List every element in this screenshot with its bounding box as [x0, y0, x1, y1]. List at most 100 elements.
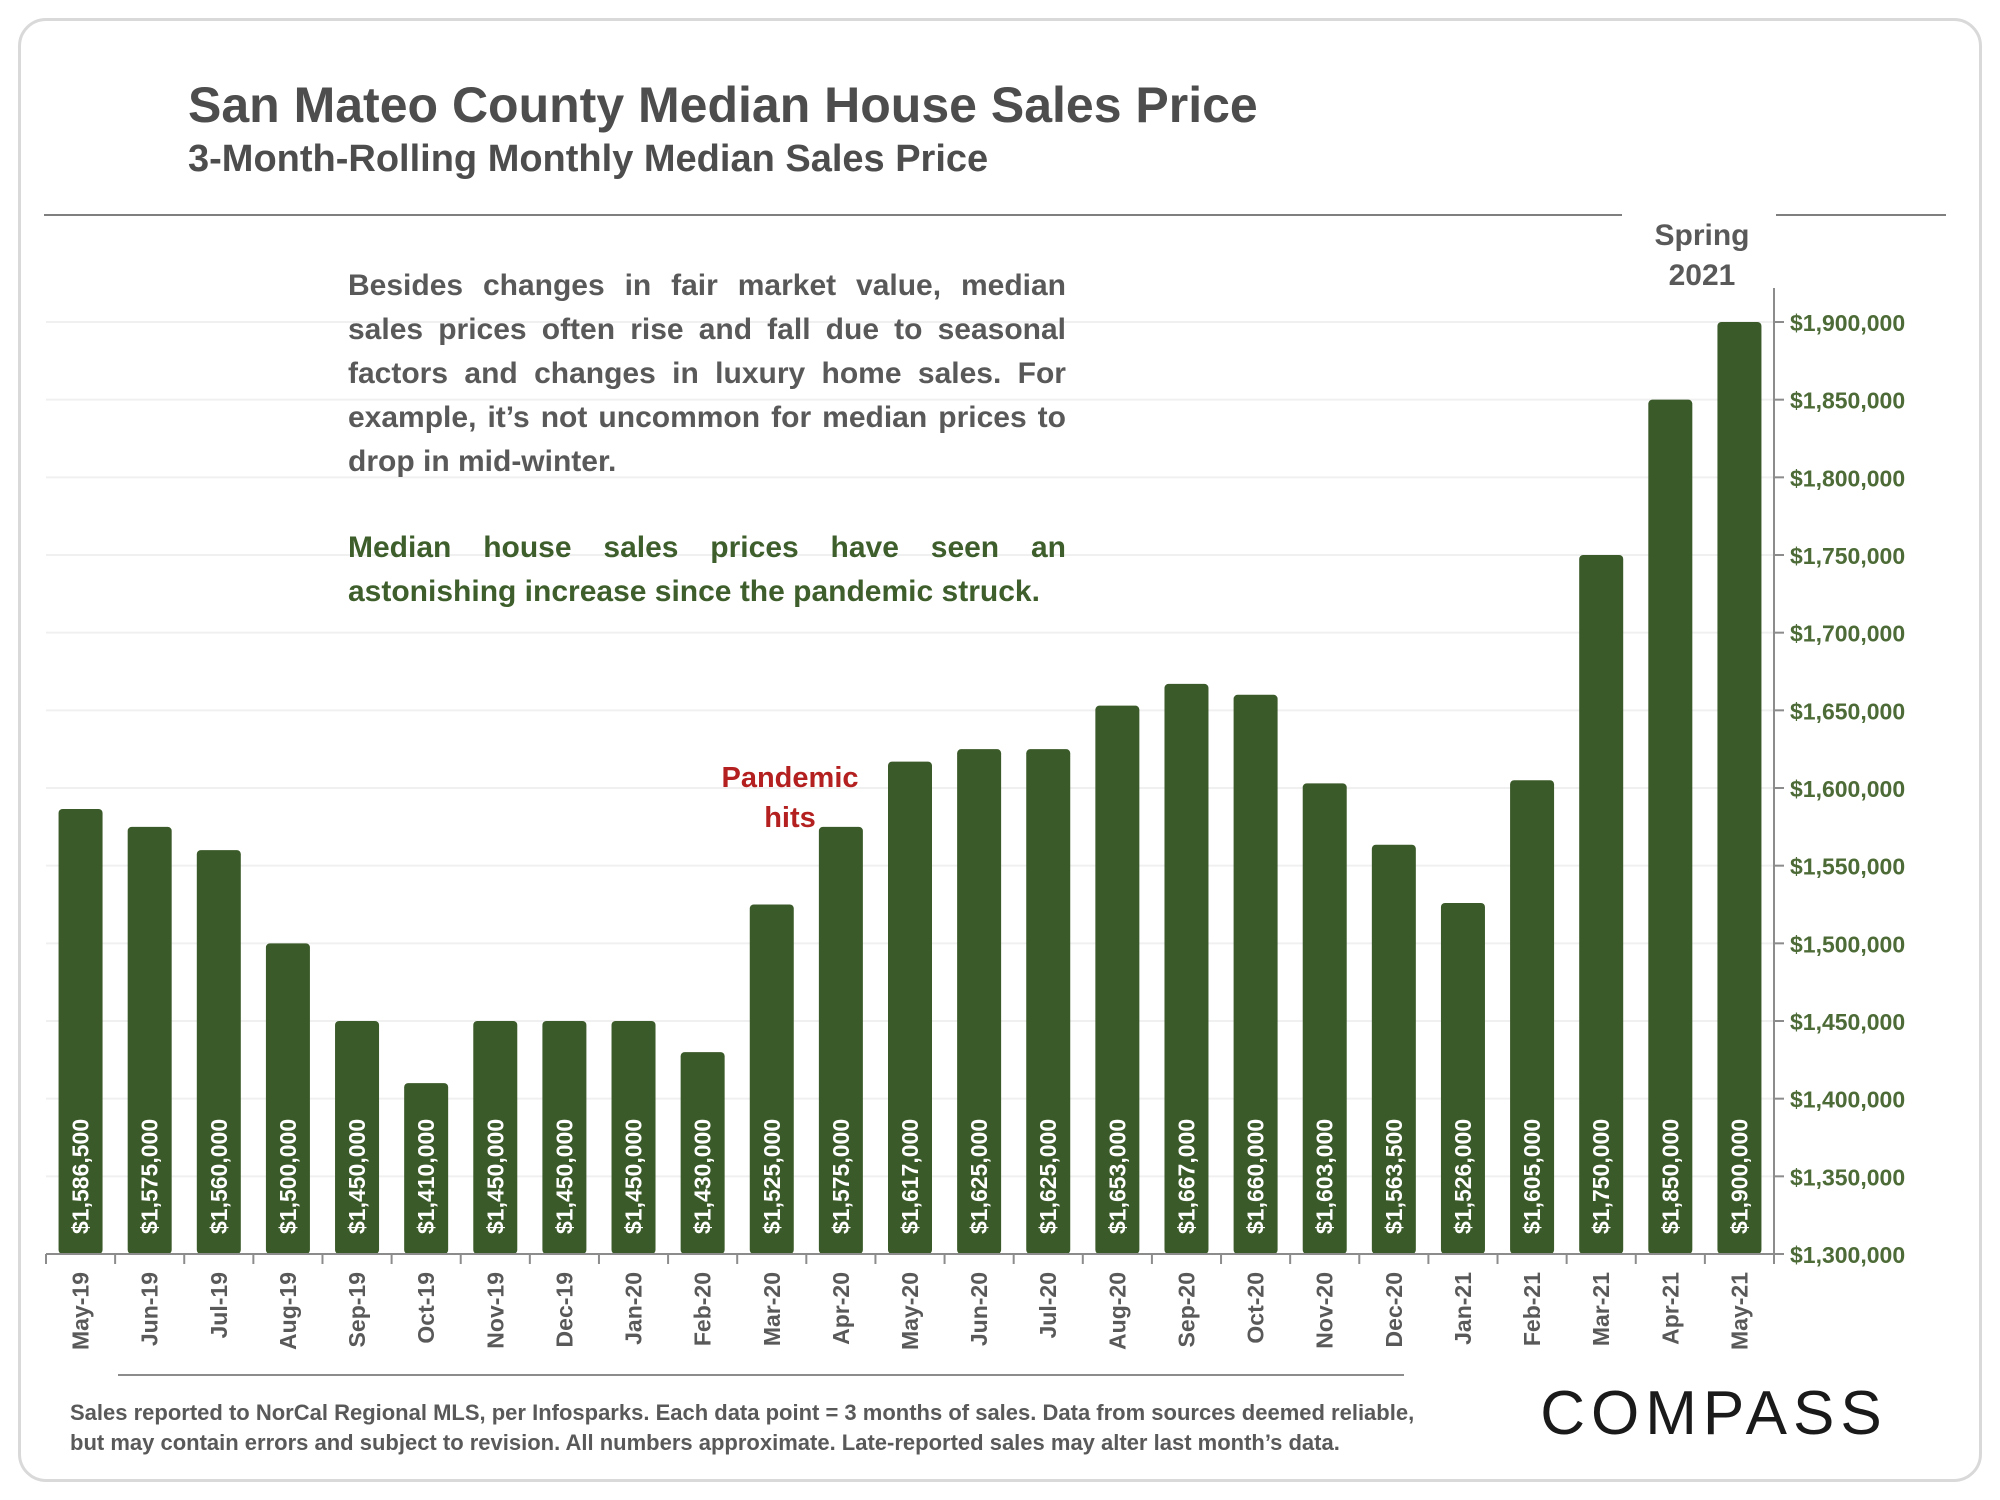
bar-value-label: $1,560,000: [206, 1119, 232, 1234]
y-tick-label: $1,850,000: [1790, 388, 1905, 414]
pandemic-annotation-line2: hits: [764, 802, 816, 834]
x-tick-label: Jun-19: [137, 1272, 163, 1346]
bar: [1026, 749, 1071, 1254]
compass-logo: COMPASS: [1540, 1379, 1881, 1448]
x-tick-label: Feb-20: [690, 1272, 716, 1346]
bar-value-label: $1,450,000: [344, 1119, 370, 1234]
bar: [58, 808, 103, 1254]
x-tick-label: May-19: [68, 1272, 94, 1350]
x-tick-label: Aug-19: [275, 1272, 301, 1350]
x-tick-label: Apr-21: [1657, 1272, 1683, 1345]
bar: [265, 943, 310, 1254]
bar-value-label: $1,450,000: [621, 1119, 647, 1234]
x-tick-label: Dec-20: [1381, 1272, 1407, 1347]
bar-value-label: $1,625,000: [1035, 1119, 1061, 1234]
y-tick-label: $1,750,000: [1790, 543, 1905, 569]
bar-value-label: $1,667,000: [1173, 1119, 1199, 1234]
bar-value-label: $1,850,000: [1657, 1119, 1683, 1234]
x-tick-label: Jul-19: [206, 1272, 232, 1338]
bar-value-label: $1,605,000: [1519, 1119, 1545, 1234]
bar: [473, 1021, 518, 1254]
commentary-highlight: Median house sales prices have seen an a…: [348, 531, 1066, 608]
bar-value-label: $1,430,000: [690, 1119, 716, 1234]
bar-value-label: $1,410,000: [413, 1119, 439, 1234]
bar: [1648, 399, 1693, 1255]
x-tick-label: Mar-20: [759, 1272, 785, 1346]
source-note-line2: but may contain errors and subject to re…: [70, 1430, 1340, 1455]
bar-value-label: $1,450,000: [482, 1119, 508, 1234]
bar-value-label: $1,586,500: [68, 1119, 94, 1234]
x-tick-label: May-21: [1726, 1272, 1752, 1350]
bar: [335, 1021, 380, 1254]
bar: [888, 761, 932, 1254]
x-tick-label: Mar-21: [1588, 1272, 1614, 1346]
bar-value-label: $1,900,000: [1726, 1119, 1752, 1234]
bar: [404, 1083, 449, 1254]
x-tick-label: Dec-19: [551, 1272, 577, 1347]
source-note: Sales reported to NorCal Regional MLS, p…: [70, 1398, 1510, 1458]
bar: [1440, 902, 1485, 1254]
x-tick-label: Oct-20: [1243, 1272, 1269, 1344]
y-tick-label: $1,700,000: [1790, 621, 1905, 647]
y-tick-label: $1,300,000: [1790, 1242, 1905, 1268]
y-tick-label: $1,450,000: [1790, 1009, 1905, 1035]
x-tick-label: Jan-20: [621, 1272, 647, 1345]
x-tick-label: Sep-20: [1173, 1272, 1199, 1347]
bar-value-label: $1,750,000: [1588, 1119, 1614, 1234]
bar: [680, 1052, 725, 1254]
bar: [196, 850, 241, 1254]
x-tick-label: Jan-21: [1450, 1272, 1476, 1345]
bar: [611, 1021, 656, 1254]
y-tick-label: $1,350,000: [1790, 1164, 1905, 1190]
x-tick-label: Sep-19: [344, 1272, 370, 1347]
spring-annotation-line2: 2021: [1668, 259, 1736, 292]
bar-value-label: $1,575,000: [828, 1119, 854, 1234]
bar-value-label: $1,660,000: [1243, 1119, 1269, 1234]
header-rule-left: [44, 214, 1622, 216]
bar-value-label: $1,625,000: [966, 1119, 992, 1234]
bar-value-label: $1,563,500: [1381, 1119, 1407, 1234]
x-tick-label: Aug-20: [1104, 1272, 1130, 1350]
header-rule-right: [1776, 214, 1946, 216]
x-tick-label: Jun-20: [966, 1272, 992, 1346]
bar-value-label: $1,617,000: [897, 1119, 923, 1234]
bar: [1371, 844, 1416, 1254]
bars: $1,586,500 $1,575,000 $1,560,000 $1,500,000…: [58, 322, 1762, 1255]
y-tick-label: $1,900,000: [1790, 310, 1905, 336]
bar: [542, 1021, 587, 1254]
x-tick-label: May-20: [897, 1272, 923, 1350]
bar: [749, 904, 794, 1254]
pandemic-annotation: Pandemic hits: [700, 758, 880, 838]
bar-value-label: $1,653,000: [1104, 1119, 1130, 1234]
x-tick-label: Feb-21: [1519, 1272, 1545, 1346]
bar: [957, 749, 1002, 1254]
bar: [1579, 555, 1624, 1254]
y-tick-label: $1,800,000: [1790, 465, 1905, 491]
x-tick-label: Oct-19: [413, 1272, 439, 1344]
x-tick-label: Apr-20: [828, 1272, 854, 1345]
bar: [1510, 780, 1555, 1254]
y-tick-label: $1,650,000: [1790, 698, 1905, 724]
footer-rule: [118, 1374, 1404, 1376]
bar: [127, 826, 172, 1254]
spring-annotation-line1: Spring: [1654, 219, 1750, 252]
x-tick-label: Jul-20: [1035, 1272, 1061, 1338]
bar-value-label: $1,526,000: [1450, 1119, 1476, 1234]
bar: [818, 826, 863, 1254]
chart-title: San Mateo County Median House Sales Pric…: [188, 77, 1258, 133]
bar: [1164, 683, 1209, 1254]
bar: [1095, 705, 1140, 1254]
commentary-paragraph: Besides changes in fair market value, me…: [348, 269, 1066, 478]
bar: [1233, 694, 1278, 1254]
bar: [1302, 783, 1347, 1254]
bar-value-label: $1,450,000: [551, 1119, 577, 1234]
pandemic-annotation-line1: Pandemic: [721, 762, 859, 794]
y-tick-label: $1,600,000: [1790, 776, 1905, 802]
bar-value-label: $1,575,000: [137, 1119, 163, 1234]
y-tick-label: $1,550,000: [1790, 854, 1905, 880]
spring-2021-annotation: Spring 2021: [1622, 216, 1782, 296]
x-tick-label: Nov-20: [1312, 1272, 1338, 1349]
chart-subtitle: 3-Month-Rolling Monthly Median Sales Pri…: [188, 138, 989, 180]
y-tick-label: $1,500,000: [1790, 931, 1905, 957]
